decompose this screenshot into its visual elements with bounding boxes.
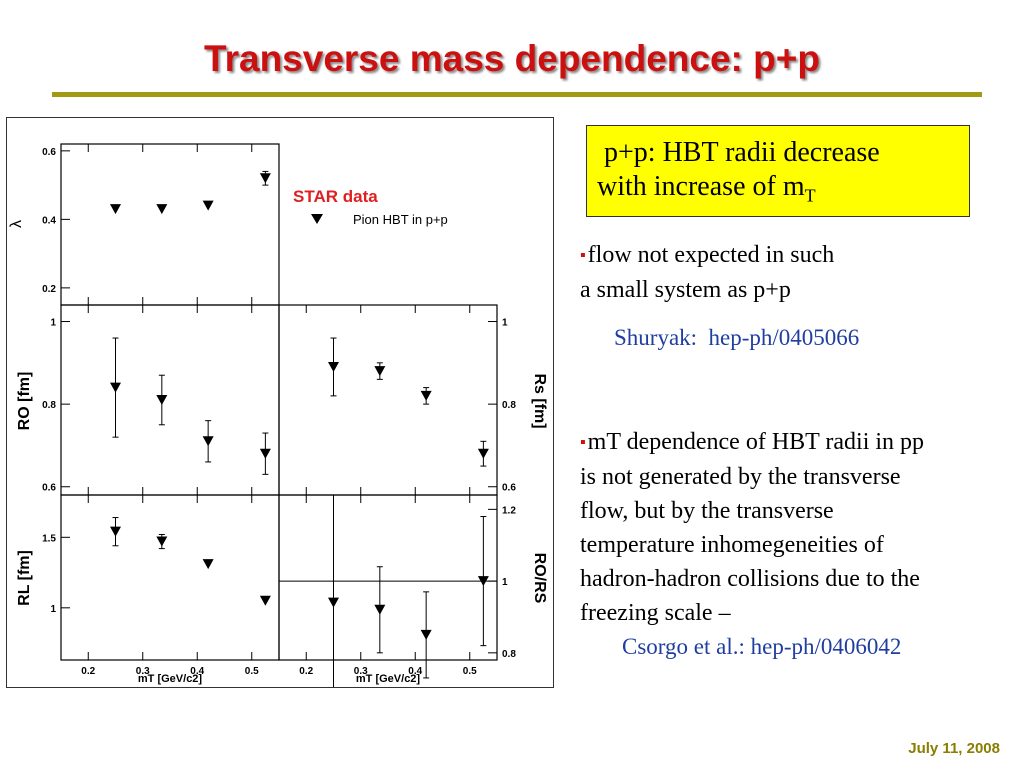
data-point-marker [156, 395, 168, 405]
y-tick-label: 1.2 [502, 505, 516, 516]
data-point-marker [259, 173, 271, 184]
data-point-marker [477, 448, 489, 459]
y-axis-label-lambda: λ [8, 220, 25, 228]
x-tick-label: 0.4 [408, 666, 422, 677]
y-tick-label: 0.6 [42, 483, 56, 494]
data-point-marker [420, 629, 432, 640]
legend-entry-label: Pion HBT in p+p [353, 212, 448, 227]
x-tick-label: 0.5 [245, 666, 259, 677]
y-tick-label: 1 [50, 604, 56, 615]
y-tick-label: 1.5 [42, 533, 56, 544]
panel-frame-4 [60, 494, 280, 661]
panel-frame-1 [60, 143, 280, 306]
data-point-marker [374, 366, 386, 377]
slide-date: July 11, 2008 [908, 740, 1000, 757]
y-tick-label: 1 [502, 577, 508, 588]
x-axis-label-right: mT [GeV/c2] [356, 673, 421, 685]
highlight-box: p+p: HBT radii decrease with increase of… [586, 125, 970, 217]
y-tick-label: 0.6 [502, 483, 516, 494]
panel-frame-3 [278, 304, 498, 496]
data-point-marker [202, 559, 214, 570]
highlight-line-2-text: with increase of m [597, 171, 805, 202]
bullet-marker-icon: ▪ [580, 247, 586, 265]
x-tick-label: 0.4 [190, 666, 204, 677]
y-tick-label: 0.8 [42, 400, 56, 411]
y-tick-label: 1 [50, 318, 56, 329]
hbt-figure-svg: 0.2 0.4 0.6 0.6 0.8 1 0.6 0.8 1 1 1.5 0.2 0.3 0.4 0.5 0… [8, 143, 548, 711]
shuryak-reference: Shuryak: hep-ph/0405066 [614, 325, 860, 350]
x-tick-label: 0.5 [463, 666, 477, 677]
y-tick-label: 0.4 [42, 215, 56, 226]
x-tick-label: 0.2 [81, 666, 95, 677]
y-axis-label-ro: RO [fm] [16, 372, 33, 431]
bullet-2-line-5: hadron-hadron collisions due to the [580, 566, 920, 593]
bullet-1-line-1-text: flow not expected in such [587, 242, 835, 268]
data-point-marker [328, 361, 339, 372]
bullet-1-line-1: ▪flow not expected in such [580, 238, 834, 273]
y-axis-label-ro-rs: RO/RS [531, 553, 548, 604]
data-point-marker [259, 595, 271, 606]
title-underline [52, 92, 982, 97]
panel-frame-2 [60, 304, 280, 496]
y-tick-label: 0.2 [42, 284, 56, 295]
bullet-2-line-3: flow, but by the transverse [580, 498, 834, 525]
x-tick-label: 0.3 [136, 666, 150, 677]
y-tick-label: 0.8 [502, 400, 516, 411]
data-point-marker [110, 382, 121, 393]
y-tick-label: 1 [502, 318, 508, 329]
star-data-label: STAR data [293, 187, 378, 206]
data-point-marker [202, 436, 214, 447]
data-point-marker [328, 597, 339, 608]
x-axis-label-left: mT [GeV/c2] [138, 673, 203, 685]
bullet-2: ▪mT dependence of HBT radii in pp is not… [580, 425, 924, 630]
data-point-marker [259, 448, 271, 459]
csorgo-reference: Csorgo et al.: hep-ph/0406042 [622, 634, 902, 659]
y-axis-label-rs: Rs [fm] [531, 373, 548, 428]
data-point-marker [477, 576, 489, 587]
bullet-2-line-1-text: mT dependence of HBT radii in pp [587, 429, 925, 455]
data-point-marker [110, 204, 121, 215]
highlight-line-1: p+p: HBT radii decrease [597, 137, 880, 168]
legend-marker-icon [311, 214, 323, 224]
data-point-marker [420, 390, 432, 401]
slide-title: Transverse mass dependence: p+p [204, 38, 820, 79]
x-tick-label: 0.3 [354, 666, 368, 677]
bullet-1-line-2: a small system as p+p [580, 277, 791, 304]
x-tick-label: 0.2 [299, 666, 313, 677]
y-tick-label: 0.6 [42, 147, 56, 158]
y-tick-label: 0.8 [502, 649, 516, 660]
bullet-marker-icon: ▪ [580, 434, 586, 452]
hbt-figure: 0.2 0.4 0.6 0.6 0.8 1 0.6 0.8 1 1 1.5 0.2 0.3 0.4 0.5 0… [6, 117, 554, 711]
panel-frame-5 [278, 494, 498, 661]
highlight-line-2: with increase of mT [597, 170, 959, 213]
data-point-marker [374, 604, 386, 615]
bullet-2-line-2: is not generated by the transverse [580, 464, 901, 491]
y-axis-label-rl: RL [fm] [16, 550, 33, 606]
data-point-marker [156, 204, 168, 215]
data-point-marker [110, 526, 121, 537]
highlight-line-2-sub: T [804, 185, 816, 206]
bullet-2-line-1: ▪mT dependence of HBT radii in pp [580, 425, 924, 460]
data-point-marker [202, 200, 214, 211]
bullet-2-line-6: freezing scale – [580, 600, 731, 627]
bullet-1: ▪flow not expected in such a small syste… [580, 238, 834, 307]
bullet-2-line-4: temperature inhomegeneities of [580, 532, 884, 559]
data-point-marker [156, 536, 168, 547]
